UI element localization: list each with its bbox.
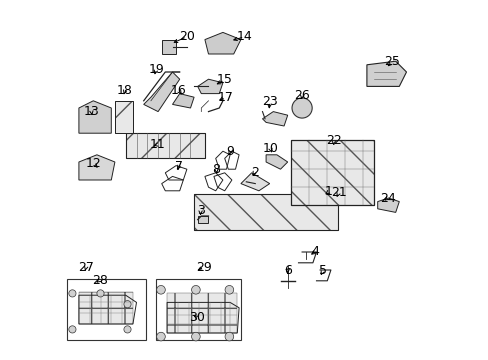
Text: 1: 1 — [325, 185, 332, 198]
Polygon shape — [162, 40, 176, 54]
Circle shape — [156, 285, 165, 294]
Text: 2: 2 — [250, 166, 258, 179]
Polygon shape — [79, 155, 115, 180]
Circle shape — [97, 290, 104, 297]
Bar — [79, 292, 133, 324]
Circle shape — [69, 290, 76, 297]
Polygon shape — [366, 61, 406, 86]
Bar — [194, 194, 337, 230]
Text: 17: 17 — [217, 91, 233, 104]
Circle shape — [224, 332, 233, 341]
Text: 23: 23 — [261, 95, 277, 108]
Bar — [156, 279, 241, 340]
Text: 29: 29 — [196, 261, 212, 274]
Circle shape — [69, 326, 76, 333]
Bar — [115, 101, 133, 133]
Polygon shape — [241, 173, 269, 191]
Circle shape — [191, 332, 200, 341]
Bar — [167, 293, 237, 333]
Polygon shape — [377, 198, 399, 212]
Circle shape — [123, 326, 131, 333]
Text: 24: 24 — [379, 192, 395, 204]
Text: 20: 20 — [179, 30, 194, 43]
Text: 4: 4 — [311, 245, 319, 258]
Text: 14: 14 — [236, 30, 252, 43]
Circle shape — [224, 285, 233, 294]
Text: 5: 5 — [318, 264, 326, 277]
Polygon shape — [197, 79, 223, 94]
Polygon shape — [79, 101, 111, 133]
Text: 22: 22 — [325, 134, 341, 147]
Bar — [125, 133, 204, 158]
Text: 7: 7 — [175, 160, 183, 173]
Circle shape — [156, 332, 165, 341]
Text: 9: 9 — [225, 145, 234, 158]
Polygon shape — [143, 72, 179, 112]
Polygon shape — [172, 94, 194, 108]
Text: 6: 6 — [283, 264, 291, 277]
Polygon shape — [197, 216, 208, 223]
Text: 10: 10 — [262, 142, 278, 155]
Circle shape — [123, 301, 131, 308]
Text: 16: 16 — [171, 84, 186, 97]
Text: 26: 26 — [294, 89, 309, 102]
Text: 8: 8 — [212, 163, 220, 176]
Text: 28: 28 — [92, 274, 107, 287]
Text: 30: 30 — [189, 311, 204, 324]
Bar — [291, 140, 373, 205]
Text: 27: 27 — [78, 261, 94, 274]
Polygon shape — [204, 32, 241, 54]
Circle shape — [291, 98, 311, 118]
Text: 12: 12 — [86, 157, 102, 170]
Text: 15: 15 — [216, 73, 232, 86]
Text: 11: 11 — [149, 138, 165, 151]
Text: 19: 19 — [148, 63, 164, 76]
Bar — [67, 279, 145, 340]
Circle shape — [191, 285, 200, 294]
Polygon shape — [262, 112, 287, 126]
Polygon shape — [265, 155, 287, 169]
Text: 13: 13 — [83, 105, 99, 118]
Text: 3: 3 — [196, 204, 204, 217]
Text: 18: 18 — [117, 84, 133, 97]
Text: 25: 25 — [384, 55, 399, 68]
Text: 21: 21 — [330, 186, 346, 199]
